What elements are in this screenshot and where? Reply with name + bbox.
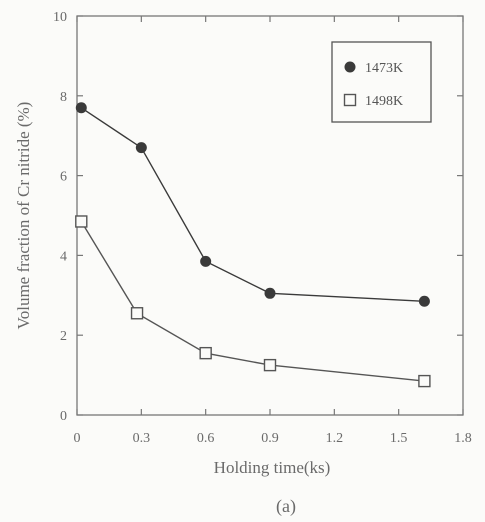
y-tick-label: 10 (53, 10, 67, 25)
series-line (80, 107, 425, 302)
x-tick-label: 1.8 (454, 431, 472, 446)
x-tick-label: 0.6 (197, 431, 215, 446)
x-tick-label: 0 (74, 431, 81, 446)
y-tick-label: 4 (60, 249, 67, 264)
legend-box (331, 41, 432, 123)
data-point (418, 374, 431, 388)
data-point (199, 346, 212, 360)
y-tick-label: 6 (60, 170, 67, 185)
data-point (418, 295, 430, 307)
legend-label: 1473K (365, 61, 403, 76)
x-tick-label: 0.3 (133, 431, 151, 446)
x-tick-label: 0.9 (261, 431, 279, 446)
y-tick-label: 0 (60, 409, 67, 424)
data-point (200, 255, 212, 267)
data-point (75, 215, 88, 228)
series-1498K (75, 215, 431, 388)
data-point (264, 287, 276, 299)
series-line (80, 221, 425, 382)
series-1473K (75, 102, 430, 307)
legend-marker (344, 61, 356, 73)
x-axis-title: Holding time(ks) (214, 458, 331, 477)
x-tick-label: 1.5 (390, 431, 408, 446)
legend-marker (343, 93, 357, 107)
legend-label: 1498K (365, 94, 403, 109)
x-tick-label: 1.2 (326, 431, 344, 446)
data-point (130, 307, 144, 320)
data-point (263, 358, 277, 372)
data-point (75, 102, 87, 114)
panel-label: (a) (276, 496, 296, 517)
y-axis-title: Volume fraction of Cr nitride (%) (14, 102, 33, 330)
y-tick-label: 2 (60, 329, 67, 344)
y-tick-label: 8 (60, 90, 67, 105)
data-point (135, 142, 147, 154)
